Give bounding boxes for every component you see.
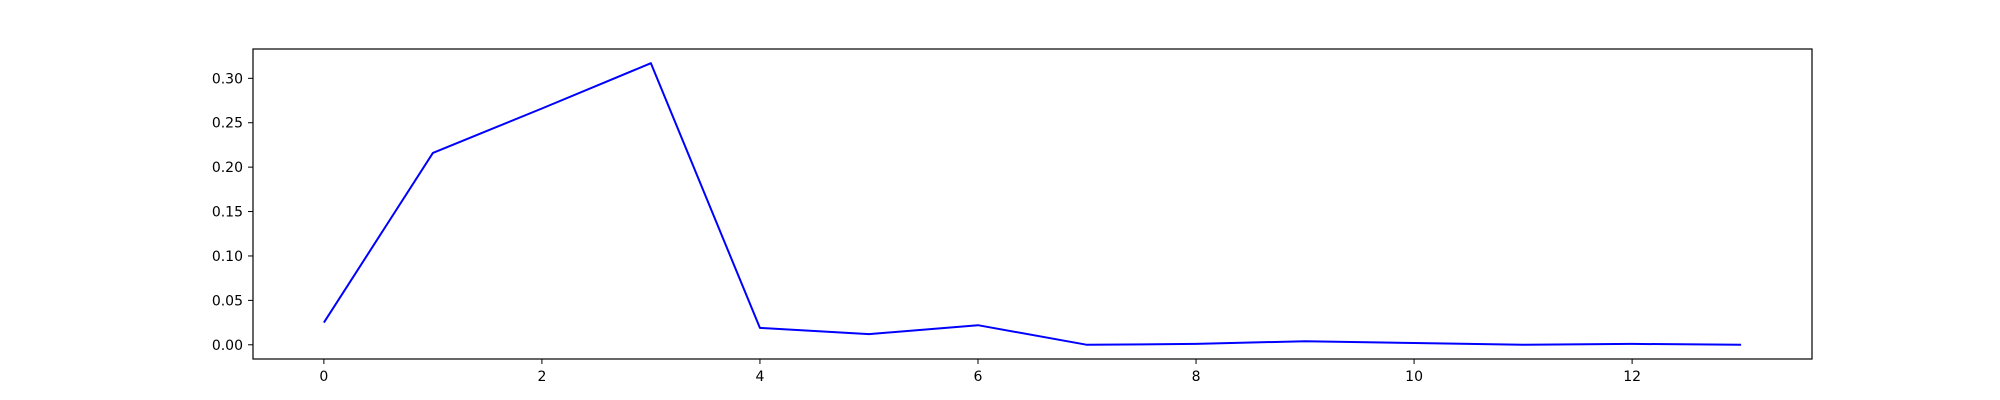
x-tick-label: 2	[537, 369, 546, 385]
x-tick-label: 6	[974, 369, 983, 385]
x-tick-label: 12	[1623, 369, 1641, 385]
series-layer	[323, 62, 1742, 346]
x-tick-label: 10	[1405, 369, 1423, 385]
y-tick-label: 0.25	[212, 116, 243, 132]
x-tick-label: 8	[1192, 369, 1201, 385]
series-line	[323, 62, 1742, 346]
y-tick-label: 0.05	[212, 293, 243, 309]
y-tick-label: 0.30	[212, 71, 243, 87]
y-tick-label: 0.15	[212, 205, 243, 221]
x-axis: 0 2 4 6 8 10 12	[319, 359, 1641, 385]
plot-frame	[252, 48, 1813, 360]
x-tick-label: 0	[319, 369, 328, 385]
x-tick-label: 4	[755, 369, 764, 385]
y-tick-label: 0.20	[212, 160, 243, 176]
y-tick-label: 0.10	[212, 249, 243, 265]
y-axis: 0.00 0.05 0.10 0.15 0.20 0.25 0.30	[212, 71, 253, 354]
y-tick-label: 0.00	[212, 338, 243, 354]
